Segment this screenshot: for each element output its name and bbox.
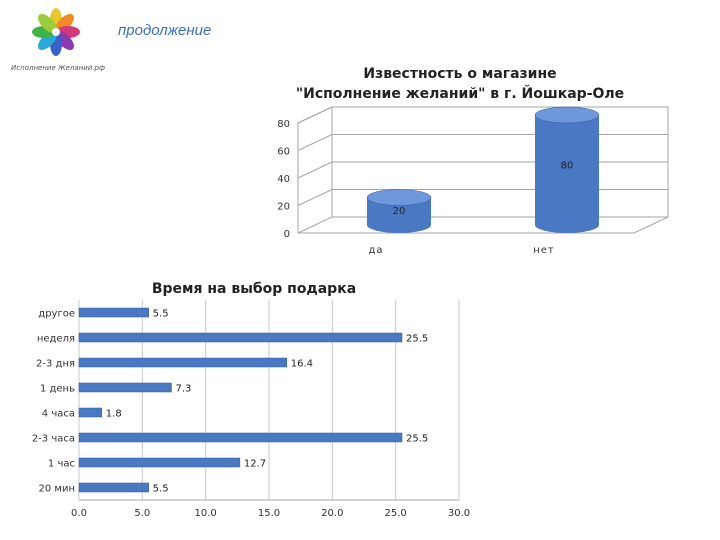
chart2-bar <box>78 332 403 343</box>
chart2-title: Время на выбор подарка <box>152 281 356 297</box>
chart2-data-label: 1.8 <box>106 409 122 420</box>
chart2-bars: 5.5 25.5 16.4 7.3 1.8 25.5 12.7 5.5 <box>78 307 428 495</box>
chart1-gridline <box>297 134 668 151</box>
chart2-data-label: 7.3 <box>175 384 191 395</box>
chart2-y-tick-label: 2-3 часа <box>32 434 75 445</box>
chart1-title-line1: Известность о магазине <box>363 66 556 82</box>
chart1-bar-top <box>366 189 432 206</box>
chart1-x-axis: да нет <box>368 245 555 256</box>
flower-icon <box>32 8 80 56</box>
chart1-y-tick-label: 20 <box>277 202 290 213</box>
chart2-data-label: 5.5 <box>153 309 169 320</box>
chart1-data-label: 80 <box>561 161 574 172</box>
chart2-x-tick-label: 25.0 <box>385 508 407 519</box>
chart1-gridline <box>297 216 668 234</box>
chart1-title-line2: "Исполнение желаний" в г. Йошкар-Оле <box>296 85 624 102</box>
chart1-y-tick-label: 0 <box>284 229 290 240</box>
chart1-gridlines <box>297 106 669 234</box>
chart1-y-tick-label: 60 <box>277 147 290 158</box>
chart2-bar <box>78 457 241 468</box>
chart2-bar <box>78 407 103 418</box>
awareness-chart: Известность о магазине "Исполнение желан… <box>277 66 669 256</box>
chart1-gridline <box>297 161 668 179</box>
gift-time-chart: Время на выбор подарка 5.5 25.5 16.4 7.3 1.8… <box>32 281 470 519</box>
chart1-x-tick-label: да <box>368 245 383 256</box>
chart2-data-label: 25.5 <box>406 434 428 445</box>
chart2-data-label: 16.4 <box>291 359 313 370</box>
chart1-gridline <box>297 189 668 206</box>
chart1-y-axis: 0 20 40 60 80 <box>277 119 290 240</box>
logo: Исполнение Желаний.рф <box>11 8 105 72</box>
chart1-bar <box>535 115 599 233</box>
chart2-y-tick-label: 20 мин <box>39 484 75 495</box>
chart1-y-tick-label: 80 <box>277 119 290 130</box>
chart2-x-axis: 0.0 5.0 10.0 15.0 20.0 25.0 30.0 <box>71 508 470 519</box>
chart2-x-tick-label: 15.0 <box>258 508 280 519</box>
chart2-x-tick-label: 0.0 <box>71 508 87 519</box>
chart1-y-tick-label: 40 <box>277 174 290 185</box>
chart1-data-label: 20 <box>393 206 406 217</box>
chart2-bar <box>78 432 403 443</box>
chart1-bar-top <box>534 106 600 124</box>
chart2-y-tick-label: 1 час <box>48 459 75 470</box>
page-subtitle: продолжение <box>118 22 212 39</box>
chart2-bar <box>78 382 172 393</box>
chart1-x-tick-label: нет <box>533 245 555 256</box>
chart2-x-tick-label: 30.0 <box>448 508 470 519</box>
chart1-floor <box>298 216 669 234</box>
logo-text: Исполнение Желаний.рф <box>11 64 105 72</box>
chart2-gridlines <box>78 300 460 501</box>
chart2-y-tick-label: 4 часа <box>42 409 75 420</box>
chart2-bar <box>78 357 287 368</box>
chart2-y-tick-label: неделя <box>37 334 75 345</box>
chart2-bar <box>78 307 149 318</box>
chart2-y-tick-label: 2-3 дня <box>36 359 75 370</box>
chart1-bar <box>367 197 431 233</box>
chart2-data-label: 5.5 <box>153 484 169 495</box>
chart2-y-tick-label: 1 день <box>40 384 75 395</box>
chart2-y-tick-label: другое <box>38 309 75 320</box>
chart2-y-axis: другое неделя 2-3 дня 1 день 4 часа 2-3 часа 1… <box>32 309 75 495</box>
chart2-bar <box>78 482 149 493</box>
chart2-x-tick-label: 5.0 <box>134 508 150 519</box>
chart1-gridline <box>297 106 668 124</box>
chart2-data-label: 25.5 <box>406 334 428 345</box>
chart2-data-label: 12.7 <box>244 459 266 470</box>
chart2-x-tick-label: 20.0 <box>321 508 343 519</box>
chart2-x-tick-label: 10.0 <box>195 508 217 519</box>
